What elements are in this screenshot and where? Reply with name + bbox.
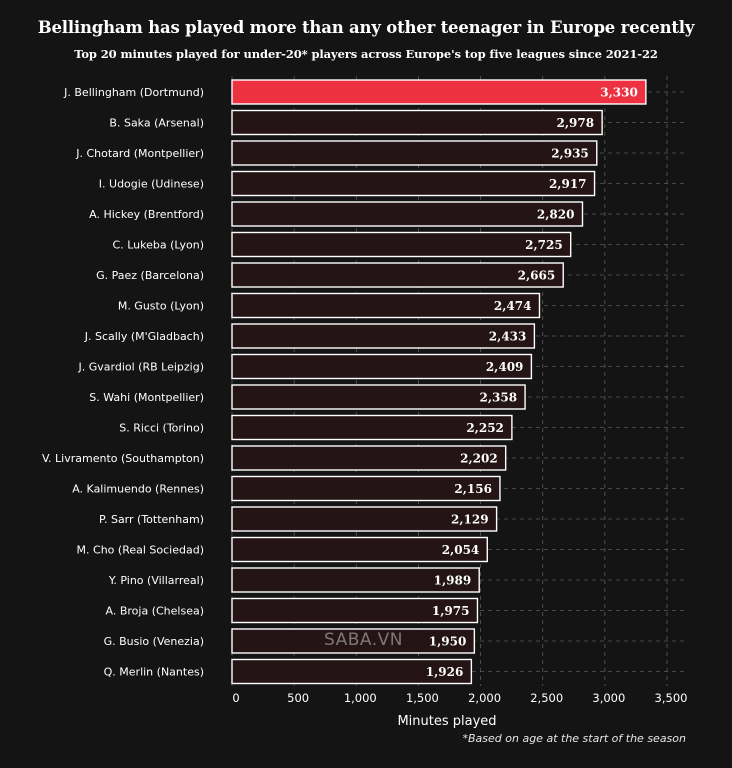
x-tick-label: 1,500 [406,691,439,705]
value-label: 2,054 [442,543,480,557]
category-label: G. Paez (Barcelona) [96,269,204,282]
value-label: 1,950 [429,635,467,649]
category-label: C. Lukeba (Lyon) [113,239,204,252]
category-label: I. Udogie (Udinese) [99,178,204,191]
footnote: *Based on age at the start of the season [462,732,687,745]
x-tick-label: 2,500 [530,691,563,705]
bar [231,384,526,410]
category-label: J. Chotard (Montpellier) [75,147,204,160]
category-label: G. Busio (Venezia) [104,635,204,648]
bar [231,170,596,197]
bar [231,353,533,380]
x-tick-label: 0 [232,691,239,705]
value-label: 2,725 [525,238,563,252]
category-label: S. Wahi (Montpellier) [89,391,204,404]
bar [231,597,479,624]
value-label: 1,926 [426,665,464,679]
value-label: 2,935 [551,147,589,161]
bar [231,231,572,258]
category-label: J. Gvardiol (RB Leipzig) [78,361,205,374]
value-label: 2,433 [489,330,527,344]
category-label: M. Gusto (Lyon) [118,300,204,313]
value-label: 2,358 [479,391,517,405]
watermark: SABA.VN [324,630,403,650]
category-label: B. Saka (Arsenal) [109,117,204,130]
bar [231,414,513,441]
bar [231,628,476,654]
value-label: 3,330 [600,86,638,100]
value-label: 1,975 [432,604,470,618]
bar [231,567,480,593]
category-label: V. Livramento (Southampton) [42,452,204,465]
value-label: 2,978 [557,116,595,130]
value-label: 2,252 [466,421,504,435]
value-label: 2,129 [451,513,489,527]
value-label: 2,820 [537,208,575,222]
bar [231,658,473,685]
category-label: A. Hickey (Brentford) [89,208,204,221]
x-tick-label: 2,000 [468,691,501,705]
category-label: J. Bellingham (Dortmund) [63,86,204,99]
category-label: A. Kalimuendo (Rennes) [72,483,204,496]
bar [231,109,603,136]
category-label: Y. Pino (Villarreal) [108,574,204,587]
bar [231,536,488,563]
value-label: 2,665 [518,269,556,283]
chart-title: Bellingham has played more than any othe… [37,18,695,37]
x-tick-label: 500 [287,691,309,705]
value-label: 2,202 [460,452,498,466]
value-label: 2,917 [549,177,587,191]
bar [231,140,598,166]
category-label: P. Sarr (Tottenham) [99,513,204,526]
category-label: Q. Merlin (Nantes) [104,666,204,679]
bar [231,292,541,319]
value-label: 2,156 [454,482,492,496]
value-label: 2,409 [486,360,524,374]
bar [231,445,507,471]
category-label: M. Cho (Real Sociedad) [77,544,204,557]
bar [231,201,584,227]
value-label: 1,989 [434,574,472,588]
x-tick-label: 3,500 [655,691,688,705]
category-label: J. Scally (M'Gladbach) [84,330,204,343]
bar [231,506,498,532]
bar [231,323,536,349]
bar [231,79,647,105]
x-tick-label: 3,000 [592,691,625,705]
category-label: S. Ricci (Torino) [119,422,204,435]
x-axis-label: Minutes played [397,714,496,729]
x-tick-label: 1,000 [344,691,377,705]
bar [231,475,501,502]
chart-subtitle: Top 20 minutes played for under-20* play… [74,47,658,61]
value-label: 2,474 [494,299,532,313]
bar [231,262,564,288]
category-label: A. Broja (Chelsea) [106,605,204,618]
